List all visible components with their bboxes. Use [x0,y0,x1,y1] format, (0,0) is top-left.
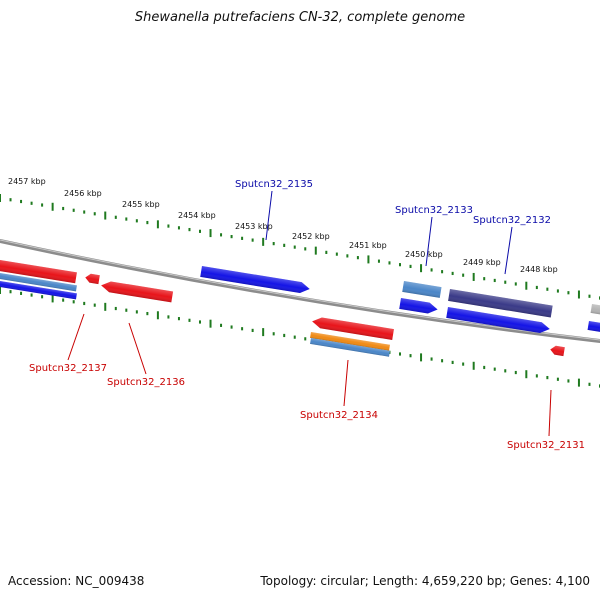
steelblue-gene-2[interactable] [310,338,390,357]
gray-gene-1[interactable] [590,304,600,317]
steelblue-gene-3[interactable] [402,281,442,298]
blue-gene-3[interactable] [399,298,438,315]
gene-label-leader [425,216,433,267]
genome-title: Shewanella putrefaciens CN-32, complete … [134,10,466,25]
genome-backbone [0,239,600,343]
blue-gene-2[interactable] [200,266,310,294]
blue-gene-3-shading [399,298,438,314]
gene-label[interactable]: Sputcn32_2133 [395,205,473,216]
blue-gene-4-shading [446,307,550,334]
genome-summary-text: Topology: circular; Length: 4,659,220 bp… [260,574,590,588]
kbp-label: 2448 kbp [520,265,558,274]
gene-label-leader [128,322,147,375]
red-gene-3[interactable] [100,280,174,303]
purple-gene-1-shading [448,289,553,318]
blue-gene-5[interactable] [587,321,600,334]
kbp-label: 2457 kbp [8,177,46,186]
blue-gene-1-shading [0,280,77,300]
gene-features [0,259,600,357]
kbp-label: 2450 kbp [405,250,443,259]
gene-label[interactable]: Sputcn32_2132 [473,215,551,226]
gene-label[interactable]: Sputcn32_2131 [507,440,585,451]
gene-label[interactable]: Sputcn32_2135 [235,179,313,190]
genome-backbone-highlight [0,239,600,341]
red-gene-5-shading [550,345,565,357]
gene-label-leader [548,389,552,437]
red-gene-5[interactable] [550,345,565,357]
kbp-label: 2452 kbp [292,232,330,241]
gray-gene-1-shading [590,304,600,317]
blue-gene-5-shading [587,321,600,334]
steelblue-gene-1[interactable] [0,272,77,292]
tick-marks [0,194,600,388]
kbp-label: 2449 kbp [463,258,501,267]
gene-label-leader [504,226,513,275]
gene-label[interactable]: Sputcn32_2137 [29,363,107,374]
red-gene-4-shading [312,317,394,340]
kbp-label: 2454 kbp [178,211,216,220]
red-gene-1[interactable] [0,259,77,284]
purple-gene-1[interactable] [448,289,553,318]
red-gene-4[interactable] [311,316,394,340]
gene-label[interactable]: Sputcn32_2136 [107,377,185,388]
blue-gene-2-shading [200,266,310,294]
orange-gene-1-shading [310,332,390,351]
steelblue-gene-3-shading [402,281,442,298]
red-gene-1-shading [0,259,77,284]
kbp-label: 2456 kbp [64,189,102,198]
steelblue-gene-2-shading [310,338,390,357]
blue-gene-4[interactable] [446,307,550,334]
gene-label-leader [67,313,85,361]
red-gene-2[interactable] [85,273,100,285]
steelblue-gene-1-shading [0,272,77,292]
red-gene-3-shading [101,281,174,303]
orange-gene-1[interactable] [310,332,390,351]
accession-text: Accession: NC_009438 [8,574,145,588]
blue-gene-1[interactable] [0,280,77,300]
red-gene-2-shading [85,273,100,285]
gene-label-leader [343,359,349,407]
kbp-label: 2451 kbp [349,241,387,250]
kbp-label: 2453 kbp [235,222,273,231]
kbp-label: 2455 kbp [122,200,160,209]
gene-label-leader [265,190,273,241]
gene-label[interactable]: Sputcn32_2134 [300,410,378,421]
kbp-scale-labels: 2457 kbp 2456 kbp 2455 kbp 2454 kbp 2453 kbp… [8,177,558,274]
